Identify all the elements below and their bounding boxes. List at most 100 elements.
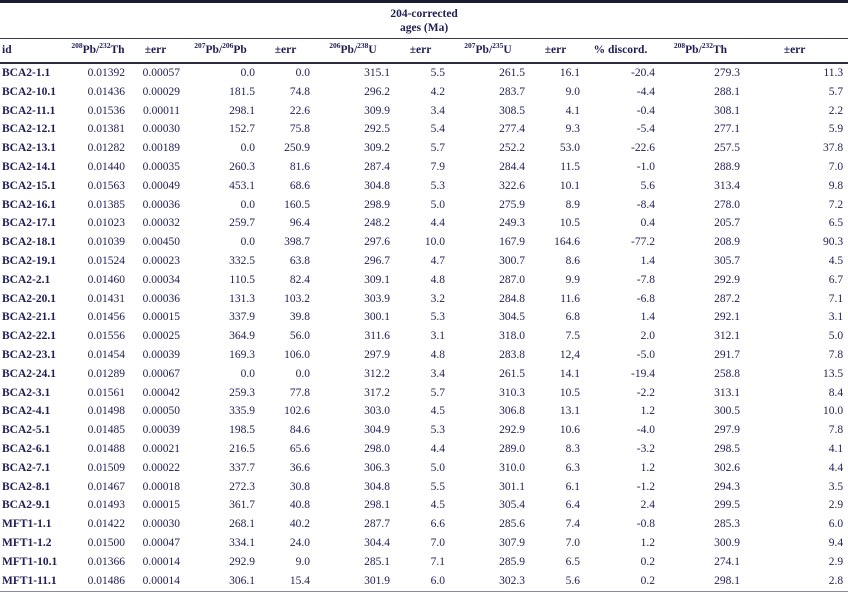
value-cell: 292.9 [714,273,740,286]
value-cell: 36.6 [289,461,310,474]
value-cell: 6.1 [565,480,580,493]
table-row: BCA2-22.1 0.01556 0.00025 364.9 56.0 311.6 3.1… [0,327,848,346]
value-cell: -5.4 [636,123,655,136]
value-cell: 292.1 [714,311,740,324]
value-cell: 287.7 [364,518,390,531]
value-cell: 297.6 [364,236,390,249]
value-cell: 96.4 [289,217,310,230]
spanner-line2: ages (Ma) [399,22,449,34]
value-cell: 7.2 [828,198,844,211]
value-cell: 0.00014 [142,555,180,568]
value-cell: 0.00036 [142,292,180,305]
value-cell: 5.7 [828,85,844,98]
value-cell: 0.00015 [142,499,180,512]
value-cell: 10.5 [559,386,580,399]
value-cell: 315.1 [364,67,390,79]
table-row: BCA2-14.1 0.01440 0.00035 260.3 81.6 287.4 7.9… [0,158,848,177]
value-cell: 10.6 [559,424,580,437]
table-row: BCA2-13.1 0.01282 0.00189 0.0 250.9 309.2 5.7 2… [0,139,848,158]
value-cell: 0.01422 [87,518,125,531]
col-header-err-3: ±err [395,38,450,64]
value-cell: 277.4 [499,123,525,136]
value-cell: 1.4 [640,254,655,267]
value-cell: 11.3 [823,67,844,79]
value-cell: -20.4 [631,67,655,79]
value-cell: 298.1 [229,104,255,117]
value-cell: 152.7 [229,123,255,136]
value-cell: 3.1 [430,330,445,343]
value-cell: 307.9 [499,536,525,549]
value-cell: 103.2 [284,292,310,305]
value-cell: 10.0 [424,236,445,249]
value-cell: 9.9 [565,273,580,286]
value-cell: 287.2 [714,292,740,305]
table-row: BCA2-3.1 0.01561 0.00042 259.3 77.8 317.2 5.7 3… [0,384,848,403]
value-cell: 9.4 [828,536,844,549]
value-cell: 5.3 [430,311,445,324]
value-cell: 268.1 [229,518,255,531]
value-cell: 309.9 [364,104,390,117]
spanner-header-row: 204-corrected ages (Ma) [0,1,848,39]
value-cell: 7.0 [430,536,445,549]
table-row: BCA2-4.1 0.01498 0.00050 335.9 102.6 303.0 4.5… [0,402,848,421]
value-cell: 0.00450 [142,236,180,249]
table-row: MFT1-1.1 0.01422 0.00030 268.1 40.2 287.7 6.6 2… [0,515,848,534]
value-cell: 1.2 [640,536,655,549]
col-header-pb207-u235-age: 207Pb/235U [450,38,530,64]
value-cell: 7.5 [565,330,580,343]
value-cell: 56.0 [289,330,310,343]
value-cell: 208.9 [714,236,740,249]
table-row: BCA2-23.1 0.01454 0.00039 169.3 106.0 297.9 4.… [0,346,848,365]
value-cell: 74.8 [289,85,310,98]
value-cell: 0.00023 [142,254,180,267]
row-id-cell: BCA2-15.1 [2,179,56,192]
value-cell: 317.2 [364,386,390,399]
value-cell: 0.01392 [87,67,125,79]
value-cell: 0.00014 [142,574,180,587]
value-cell: 294.3 [714,480,740,493]
value-cell: 0.00189 [142,142,180,155]
value-cell: 337.7 [229,461,255,474]
value-cell: 285.1 [364,555,390,568]
value-cell: 0.01467 [87,480,125,493]
value-cell: 0.01524 [87,254,125,267]
value-cell: 0.01454 [87,348,125,361]
value-cell: 0.2 [640,574,655,587]
table-row: BCA2-21.1 0.01456 0.00015 337.9 39.8 300.1 5.3… [0,308,848,327]
value-cell: 0.0 [295,367,310,380]
value-cell: 4.7 [430,254,445,267]
row-id-cell: BCA2-3.1 [2,386,51,399]
value-cell: 106.0 [284,348,310,361]
value-cell: -8.4 [636,198,655,211]
value-cell: 8.3 [565,442,580,455]
value-cell: 0.0 [240,367,255,380]
value-cell: 364.9 [229,330,255,343]
value-cell: 306.3 [364,461,390,474]
value-cell: 0.00035 [142,160,180,173]
value-cell: 335.9 [229,405,255,418]
value-cell: 318.0 [499,330,525,343]
value-cell: 40.8 [289,499,310,512]
value-cell: 24.0 [289,536,310,549]
value-cell: 5.6 [565,574,580,587]
value-cell: 274.1 [714,555,740,568]
table-row: BCA2-18.1 0.01039 0.00450 0.0 398.7 297.6 10.0… [0,233,848,252]
value-cell: 301.9 [364,574,390,587]
value-cell: 4.8 [430,273,445,286]
col-header-err-1: ±err [130,38,185,64]
value-cell: 0.4 [640,217,655,230]
value-cell: 11.5 [560,160,580,173]
value-cell: 2.2 [828,104,844,117]
value-cell: 9.8 [828,179,844,192]
value-cell: 0.01486 [87,574,125,587]
value-cell: 81.6 [289,160,310,173]
row-id-cell: BCA2-13.1 [2,142,56,155]
row-id-cell: BCA2-10.1 [2,85,56,98]
table-row: BCA2-24.1 0.01289 0.00067 0.0 0.0 312.2 3.4 261… [0,365,848,384]
value-cell: -6.8 [636,292,655,305]
value-cell: 0.01440 [87,160,125,173]
value-cell: 0.00042 [142,386,180,399]
row-id-cell: BCA2-6.1 [2,442,51,455]
value-cell: 300.1 [364,311,390,324]
value-cell: 0.01460 [87,273,125,286]
